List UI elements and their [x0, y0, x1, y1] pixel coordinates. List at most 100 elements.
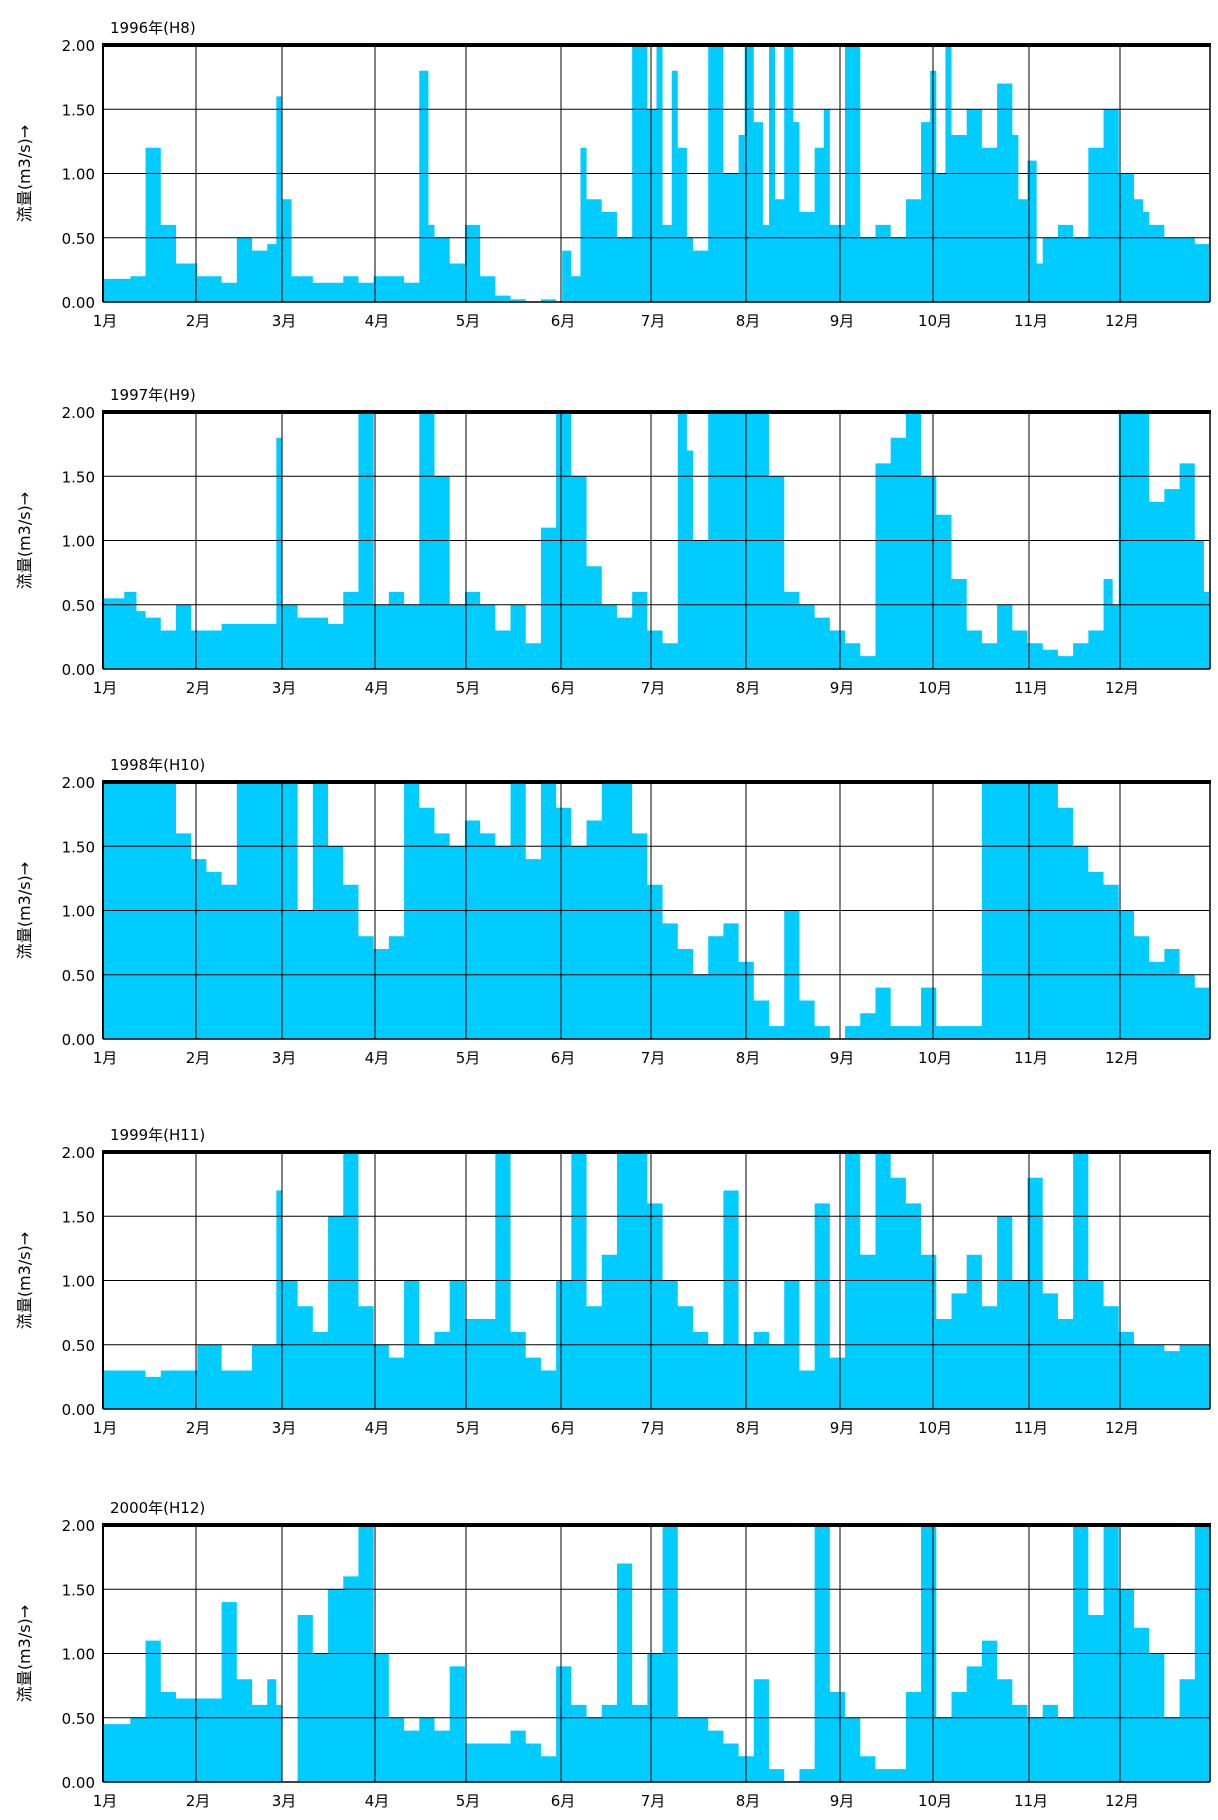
x-tick-label: 3月 — [272, 312, 297, 330]
x-tick-label: 4月 — [365, 1049, 390, 1067]
chart-title: 1999年(H11) — [110, 1126, 205, 1144]
y-tick-label: 0.50 — [62, 1337, 95, 1355]
x-tick-label: 10月 — [918, 679, 952, 697]
y-tick-label: 2.00 — [62, 37, 95, 55]
x-tick-label: 6月 — [551, 679, 576, 697]
y-tick-label: 0.50 — [62, 1710, 95, 1728]
x-tick-label: 1月 — [93, 1049, 118, 1067]
chart-title: 2000年(H12) — [110, 1499, 205, 1517]
y-axis-label: 流量(m3/s)→ — [15, 1232, 34, 1329]
y-tick-label: 1.50 — [62, 468, 95, 486]
chart-panel: 2000年(H12) 流量(m3/s)→ 0.00 0.50 1.00 1.50 2.00 1… — [15, 1499, 1211, 1810]
x-tick-label: 12月 — [1105, 1792, 1139, 1810]
x-tick-label: 8月 — [736, 679, 761, 697]
x-tick-label: 5月 — [456, 1049, 481, 1067]
y-tick-label: 0.50 — [62, 597, 95, 615]
x-tick-label: 4月 — [365, 679, 390, 697]
x-tick-label: 6月 — [551, 312, 576, 330]
x-tick-label: 6月 — [551, 1792, 576, 1810]
x-tick-label: 7月 — [641, 679, 666, 697]
x-tick-label: 3月 — [272, 1049, 297, 1067]
y-tick-label: 2.00 — [62, 1144, 95, 1162]
x-tick-label: 8月 — [736, 312, 761, 330]
x-tick-label: 2月 — [186, 1792, 211, 1810]
x-tick-label: 12月 — [1105, 1049, 1139, 1067]
y-tick-label: 2.00 — [62, 404, 95, 422]
y-axis-label: 流量(m3/s)→ — [15, 125, 34, 222]
y-tick-label: 1.00 — [62, 1646, 95, 1664]
y-axis-label: 流量(m3/s)→ — [15, 862, 34, 959]
y-tick-label: 0.00 — [62, 1031, 95, 1049]
x-tick-label: 9月 — [830, 1049, 855, 1067]
x-tick-label: 3月 — [272, 679, 297, 697]
x-tick-label: 11月 — [1014, 1049, 1048, 1067]
x-tick-label: 11月 — [1014, 1419, 1048, 1437]
x-tick-label: 2月 — [186, 1419, 211, 1437]
x-tick-label: 5月 — [456, 1792, 481, 1810]
x-tick-label: 11月 — [1014, 679, 1048, 697]
y-tick-label: 1.00 — [62, 533, 95, 551]
x-tick-label: 1月 — [93, 679, 118, 697]
y-tick-label: 0.00 — [62, 661, 95, 679]
x-tick-label: 7月 — [641, 1419, 666, 1437]
chart-title: 1997年(H9) — [110, 386, 196, 404]
x-tick-label: 10月 — [918, 1049, 952, 1067]
x-tick-label: 7月 — [641, 1049, 666, 1067]
x-tick-label: 2月 — [186, 679, 211, 697]
x-tick-label: 10月 — [918, 312, 952, 330]
x-tick-label: 12月 — [1105, 1419, 1139, 1437]
x-tick-label: 3月 — [272, 1792, 297, 1810]
x-tick-label: 12月 — [1105, 679, 1139, 697]
x-tick-label: 8月 — [736, 1049, 761, 1067]
y-tick-label: 1.00 — [62, 1273, 95, 1291]
y-tick-label: 0.00 — [62, 294, 95, 312]
x-tick-label: 12月 — [1105, 312, 1139, 330]
x-tick-label: 4月 — [365, 1419, 390, 1437]
x-tick-label: 10月 — [918, 1792, 952, 1810]
y-axis-label: 流量(m3/s)→ — [15, 492, 34, 589]
x-tick-label: 2月 — [186, 312, 211, 330]
x-tick-label: 3月 — [272, 1419, 297, 1437]
x-tick-label: 9月 — [830, 312, 855, 330]
x-tick-label: 5月 — [456, 312, 481, 330]
x-tick-label: 1月 — [93, 1419, 118, 1437]
x-tick-label: 2月 — [186, 1049, 211, 1067]
x-tick-label: 9月 — [830, 679, 855, 697]
y-tick-label: 2.00 — [62, 1517, 95, 1535]
x-tick-label: 5月 — [456, 679, 481, 697]
x-tick-label: 4月 — [365, 1792, 390, 1810]
y-tick-label: 1.00 — [62, 903, 95, 921]
x-tick-label: 10月 — [918, 1419, 952, 1437]
x-tick-label: 7月 — [641, 312, 666, 330]
chart-panel: 1996年(H8) 流量(m3/s)→ 0.00 0.50 1.00 1.50 2.00 1月… — [15, 19, 1211, 330]
y-axis-label: 流量(m3/s)→ — [15, 1605, 34, 1702]
x-tick-label: 4月 — [365, 312, 390, 330]
x-tick-label: 6月 — [551, 1049, 576, 1067]
chart-panel: 1999年(H11) 流量(m3/s)→ 0.00 0.50 1.00 1.50 2.00 1… — [15, 1126, 1211, 1437]
x-tick-label: 1月 — [93, 1792, 118, 1810]
y-tick-label: 1.50 — [62, 1581, 95, 1599]
x-tick-label: 11月 — [1014, 1792, 1048, 1810]
chart-panel: 1997年(H9) 流量(m3/s)→ 0.00 0.50 1.00 1.50 2.00 1月… — [15, 386, 1211, 697]
x-tick-label: 9月 — [830, 1419, 855, 1437]
y-tick-label: 1.50 — [62, 101, 95, 119]
chart-title: 1996年(H8) — [110, 19, 196, 37]
y-tick-label: 2.00 — [62, 774, 95, 792]
y-tick-label: 1.50 — [62, 1208, 95, 1226]
x-tick-label: 9月 — [830, 1792, 855, 1810]
x-tick-label: 5月 — [456, 1419, 481, 1437]
chart-panel: 1998年(H10) 流量(m3/s)→ 0.00 0.50 1.00 1.50 2.00 1… — [15, 756, 1211, 1067]
x-tick-label: 7月 — [641, 1792, 666, 1810]
x-tick-label: 1月 — [93, 312, 118, 330]
chart-title: 1998年(H10) — [110, 756, 205, 774]
y-tick-label: 0.50 — [62, 230, 95, 248]
y-tick-label: 0.00 — [62, 1401, 95, 1419]
y-tick-label: 1.50 — [62, 838, 95, 856]
x-tick-label: 6月 — [551, 1419, 576, 1437]
x-tick-label: 8月 — [736, 1419, 761, 1437]
y-tick-label: 0.00 — [62, 1774, 95, 1792]
x-tick-label: 11月 — [1014, 312, 1048, 330]
x-tick-label: 8月 — [736, 1792, 761, 1810]
